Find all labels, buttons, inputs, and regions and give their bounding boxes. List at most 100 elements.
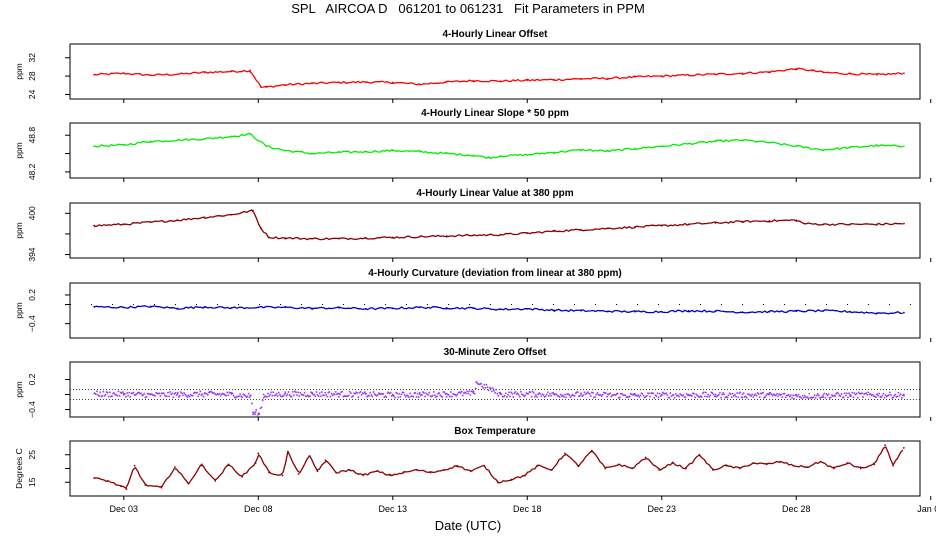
data-point [553, 230, 556, 233]
data-point [364, 150, 367, 153]
data-point [768, 141, 771, 144]
data-point [364, 237, 367, 239]
data-point [633, 147, 636, 150]
data-point [257, 413, 260, 416]
data-point [254, 462, 257, 464]
y-tick-label: −0.4 [27, 315, 37, 332]
data-point [902, 72, 905, 75]
data-point [149, 221, 152, 224]
data-point [418, 83, 421, 86]
data-point [660, 224, 663, 227]
data-point [364, 307, 367, 310]
data-point [633, 76, 636, 78]
data-point [252, 413, 254, 416]
data-point [281, 474, 284, 477]
data-point [564, 452, 566, 455]
data-point [741, 72, 744, 75]
data-point [391, 149, 394, 152]
data-point [510, 478, 513, 481]
data-point [687, 223, 690, 226]
data-point [741, 393, 744, 396]
data-point [311, 82, 313, 85]
data-point [741, 311, 744, 314]
data-point [607, 227, 609, 230]
data-point [260, 86, 262, 88]
data-point [902, 145, 905, 148]
data-point [472, 154, 475, 157]
data-point [768, 219, 771, 222]
data-point [846, 462, 849, 464]
data-point [488, 156, 491, 159]
data-point [338, 306, 340, 309]
x-tick-label: Dec 28 [782, 504, 811, 514]
panel-title: 4-Hourly Linear Value at 380 ppm [416, 188, 573, 199]
data-point [822, 71, 825, 74]
data-point [149, 140, 152, 143]
data-point [526, 232, 529, 235]
data-point [580, 228, 582, 231]
data-point [429, 471, 432, 474]
data-point [660, 310, 663, 313]
data-point [297, 473, 300, 475]
y-axis-label: ppm [14, 63, 24, 80]
data-point [687, 309, 690, 312]
data-point [795, 145, 798, 148]
data-point [391, 307, 394, 310]
data-point [822, 223, 825, 226]
data-point [402, 471, 405, 474]
data-point [254, 411, 257, 413]
panel-title: 4-Hourly Linear Slope * 50 ppm [421, 108, 569, 119]
panel-frame [69, 440, 921, 497]
data-point [144, 484, 147, 486]
data-point [738, 467, 741, 470]
data-point [311, 307, 313, 310]
data-point [442, 468, 445, 471]
data-point [338, 392, 340, 395]
data-point [93, 477, 96, 480]
y-tick-label: 32 [27, 53, 37, 63]
y-axis-label: ppm [14, 142, 24, 159]
y-tick-label: 48.8 [27, 127, 37, 144]
data-point [553, 78, 556, 81]
data-point [456, 464, 459, 467]
data-point [475, 381, 478, 383]
data-point [741, 220, 744, 223]
data-point [284, 149, 287, 152]
panel-frame [69, 282, 921, 339]
data-point [445, 81, 448, 83]
data-point [364, 393, 367, 395]
data-point [714, 222, 717, 224]
data-point [286, 451, 289, 453]
data-point [416, 468, 418, 471]
data-point [391, 236, 394, 239]
data-point [768, 71, 771, 73]
x-tick-label: Dec 03 [110, 504, 139, 514]
data-point [604, 467, 607, 470]
data-point [418, 235, 421, 238]
series-line [94, 67, 903, 88]
data-point [265, 86, 268, 88]
data-point [526, 307, 529, 310]
data-point [633, 310, 636, 313]
data-point [338, 237, 340, 240]
panel-frame [69, 361, 921, 418]
data-point [176, 393, 179, 395]
y-axis-label: Degrees C [14, 448, 24, 489]
data-point [418, 393, 421, 395]
panel-frame [69, 202, 921, 259]
data-point [752, 462, 755, 464]
data-point [445, 392, 448, 395]
data-point [176, 219, 179, 222]
data-point [849, 393, 851, 396]
x-tick-label: Dec 08 [244, 504, 273, 514]
panel-frame [69, 43, 921, 100]
data-point [203, 71, 206, 74]
data-point [252, 209, 254, 212]
data-point [553, 393, 556, 395]
data-point [176, 73, 179, 76]
data-point [795, 219, 798, 222]
data-point [445, 306, 448, 309]
data-point [418, 306, 421, 309]
data-point [819, 460, 822, 463]
data-point [200, 463, 203, 466]
